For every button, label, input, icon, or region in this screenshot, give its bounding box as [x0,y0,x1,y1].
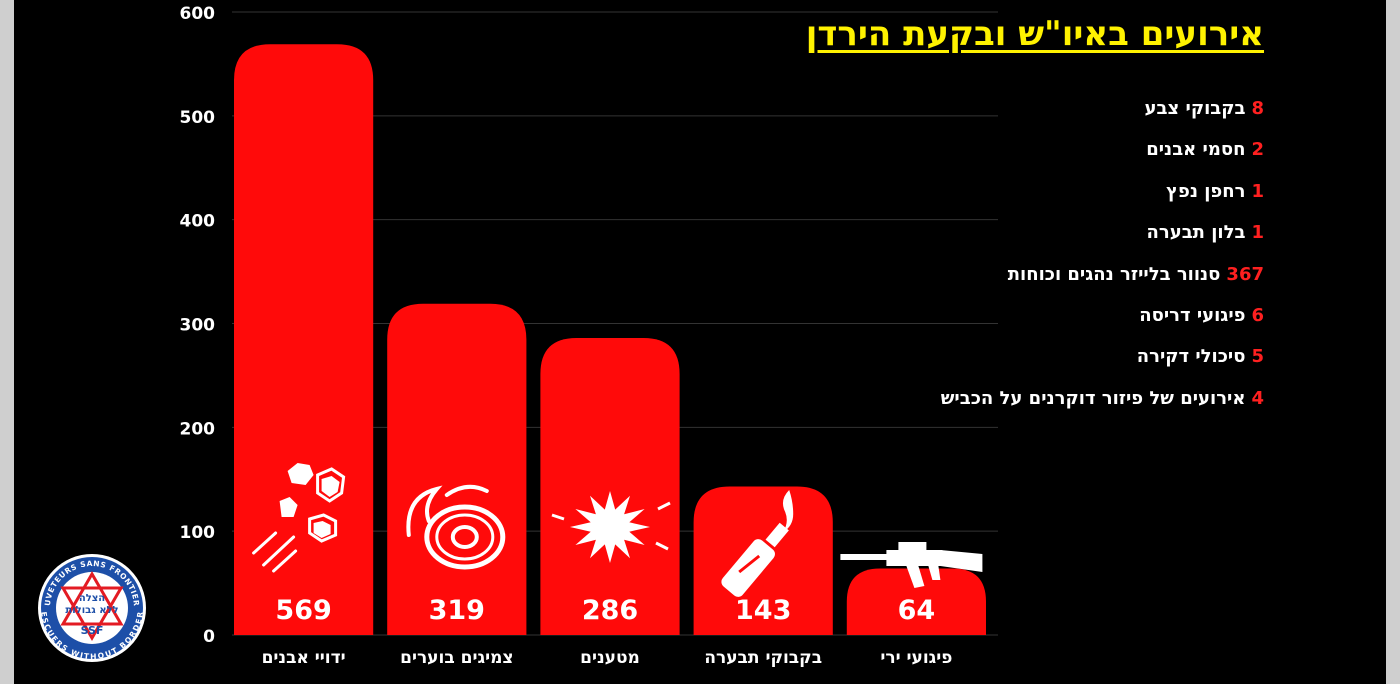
bar-value-label: 143 [735,595,791,626]
legend-item: 6פיגועי דריסה [941,299,1264,340]
legend: 8בקבוקי צבע 2חסמי אבנים 1רחפן נפץ 1בלון … [941,92,1264,423]
tire [424,504,506,570]
logo-inner-circle [56,572,128,644]
legend-label: סיכולי דקירה [1136,346,1246,368]
bottle-band [738,554,761,574]
stones-icon [252,463,346,573]
x-category-label: מטענים [580,648,640,668]
legend-count: 1 [1251,180,1264,202]
tire-tread [435,513,495,561]
rifle-body [886,550,943,566]
molotov-icon [721,490,794,597]
logo-abbr: SSF [81,624,104,637]
spark [655,541,669,551]
star-of-david-icon [60,586,124,641]
bottle-body [721,539,775,597]
legend-item: 367סנוור בלייזר נהגים וכוחות [941,258,1264,299]
tire-rim [450,525,479,549]
legend-label: חסמי אבנים [1146,139,1246,161]
bar [387,303,527,635]
y-tick-label: 500 [180,108,216,128]
bottle-neck [765,522,789,548]
y-tick-label: 0 [203,627,215,647]
spark [551,513,565,521]
bar-value-label: 319 [429,595,485,626]
logo-line1: הצלה [79,593,105,604]
bar-value-label: 64 [898,595,936,626]
rifle-stock [940,550,983,572]
right-border [1386,0,1400,684]
legend-count: 6 [1251,304,1264,326]
rifle-sight [898,542,927,550]
explosion-icon [551,491,671,563]
flame [782,490,794,532]
x-category-label: בקבוקי תבערה [704,648,822,668]
legend-label: בקבוקי צבע [1144,98,1246,119]
legend-count: 367 [1226,263,1264,285]
flame [444,484,489,497]
stone [316,467,346,503]
burst [570,491,650,563]
legend-label: סנוור בלייזר נהגים וכוחות [1007,263,1221,285]
rifle-magazine [906,566,925,588]
flame [406,485,443,537]
spark [657,501,671,511]
y-tick-label: 600 [180,4,216,24]
bar [234,44,374,635]
x-category-label: ידויי אבנים [262,648,346,668]
y-tick-label: 300 [180,316,216,336]
stone [279,497,298,517]
legend-item: 1רחפן נפץ [941,175,1264,216]
rifle-grip [928,566,941,580]
y-tick-label: 100 [180,523,216,543]
rifle-barrel [840,554,891,560]
legend-item: 2חסמי אבנים [941,133,1264,174]
motion-line [272,549,298,573]
legend-count: 1 [1251,222,1264,244]
logo-line2: ללא גבולות [65,605,118,616]
star-of-david-icon [60,571,124,626]
y-tick-label: 200 [180,419,216,439]
legend-label: רחפן נפץ [1166,180,1246,202]
legend-label: בלון תבערה [1146,222,1246,244]
bar [540,338,680,635]
left-border [0,0,14,684]
motion-line [252,531,278,555]
legend-count: 2 [1251,139,1264,161]
legend-count: 8 [1251,98,1264,119]
y-tick-label: 400 [180,212,216,232]
x-category-label: פיגועי ירי [880,648,952,668]
x-category-label: צמיגים בוערים [400,648,513,668]
legend-item: 1בלון תבערה [941,216,1265,257]
rifle-icon [840,542,983,588]
stone [321,476,340,497]
legend-item: 8בקבוקי צבע [941,92,1264,133]
burning-tire-icon [406,484,506,570]
motion-line [262,535,296,567]
legend-item: 4אירועים של פיזור דוקרנים על הכביש [941,382,1264,423]
legend-label: אירועים של פיזור דוקרנים על הכביש [940,387,1246,409]
bar [846,568,986,635]
stone [287,463,314,485]
legend-item: 5סיכולי דקירה [941,340,1264,381]
bar-value-label: 569 [275,595,331,626]
legend-label: פיגועי דריסה [1139,304,1246,326]
bar-value-label: 286 [582,595,638,626]
legend-count: 5 [1251,346,1264,368]
chart-title: אירועים באיו"ש ובקעת הירדן [805,14,1264,54]
legend-count: 4 [1251,387,1264,409]
stone [308,513,338,543]
stone [313,521,331,538]
